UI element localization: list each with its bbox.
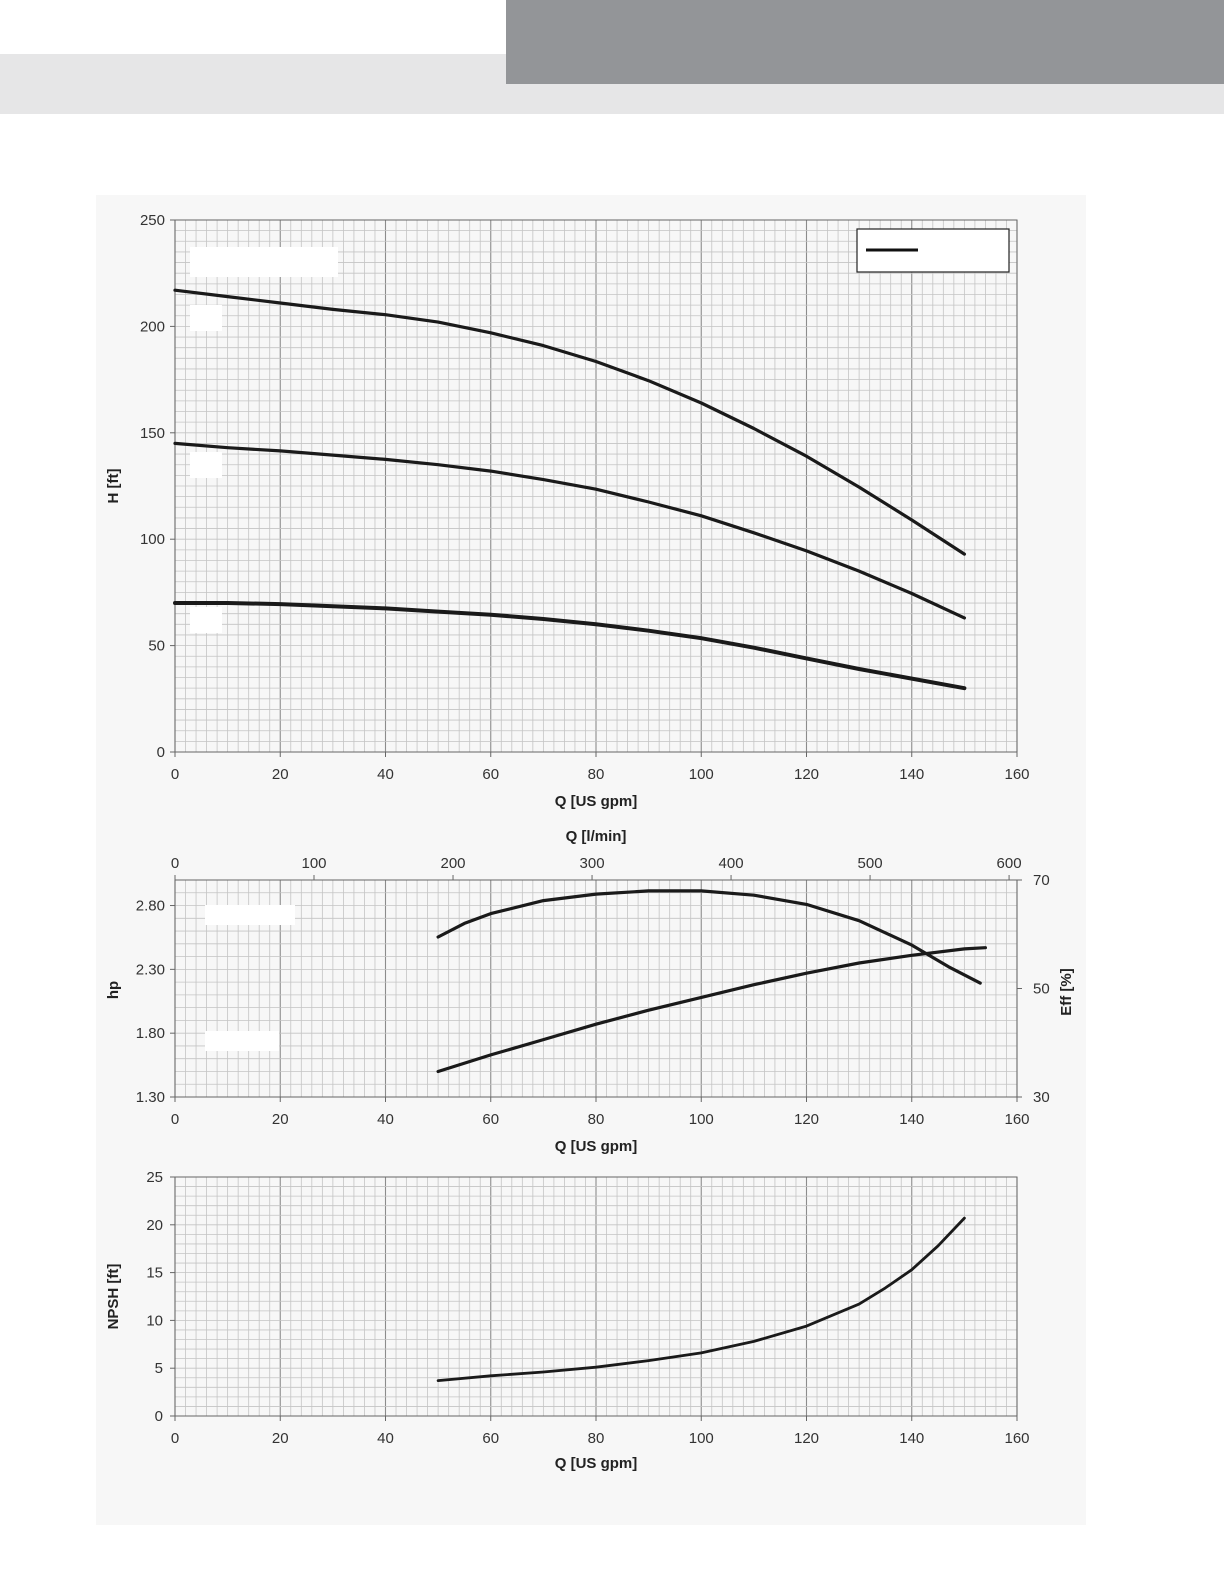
- grid: [174, 879, 1018, 1098]
- x-tick-label: 120: [794, 1430, 819, 1447]
- x-tick-label: 40: [377, 766, 394, 783]
- x-tick-label: 20: [272, 766, 289, 783]
- y-tick-label: 0: [157, 744, 165, 761]
- x-tick-label: 60: [482, 1111, 499, 1128]
- x-tick-label: 160: [1004, 1111, 1029, 1128]
- label-patch: [205, 1031, 279, 1051]
- grid: [174, 219, 1018, 753]
- x-tick-label: 80: [588, 766, 605, 783]
- x-tick-label: 140: [899, 1430, 924, 1447]
- x-axis-label: Q [US gpm]: [555, 1455, 638, 1472]
- x-tick-label: 100: [689, 1111, 714, 1128]
- label-patch: [190, 247, 338, 277]
- x2-tick-label: 100: [301, 855, 326, 872]
- y-tick-label: 200: [140, 318, 165, 335]
- header-band-light-right: [506, 84, 1224, 114]
- x2-tick-label: 400: [719, 855, 744, 872]
- x2-tick-label: 600: [997, 855, 1022, 872]
- x-tick-label: 100: [689, 1430, 714, 1447]
- x2-tick-label: 200: [441, 855, 466, 872]
- y-tick-label: 1.30: [136, 1089, 165, 1106]
- x-tick-label: 120: [794, 1111, 819, 1128]
- y-tick-label: 2.30: [136, 961, 165, 978]
- x-tick-label: 0: [171, 1430, 179, 1447]
- x2-axis-label: Q [l/min]: [566, 828, 627, 845]
- y-tick-label: 2.80: [136, 898, 165, 915]
- y-axis-label: NPSH [ft]: [105, 1264, 122, 1330]
- x-tick-label: 0: [171, 1111, 179, 1128]
- x-tick-label: 60: [482, 766, 499, 783]
- y2-tick-label: 70: [1033, 872, 1050, 889]
- y-tick-label: 1.80: [136, 1025, 165, 1042]
- x-tick-label: 60: [482, 1430, 499, 1447]
- y2-axis-label: Eff [%]: [1058, 968, 1075, 1016]
- header-band-dark: [506, 0, 1224, 84]
- x-tick-label: 140: [899, 766, 924, 783]
- x-tick-label: 140: [899, 1111, 924, 1128]
- x-axis-label: Q [US gpm]: [555, 793, 638, 810]
- chart-panel: [96, 195, 1086, 1525]
- head-curve-2: [173, 441, 966, 620]
- x-tick-label: 80: [588, 1111, 605, 1128]
- x-axis-label: Q [US gpm]: [555, 1138, 638, 1155]
- x-tick-label: 160: [1004, 766, 1029, 783]
- label-patch: [190, 607, 222, 633]
- x-tick-label: 0: [171, 766, 179, 783]
- x-tick-label: 20: [272, 1430, 289, 1447]
- x-tick-label: 40: [377, 1430, 394, 1447]
- y-tick-label: 50: [148, 638, 165, 655]
- label-patch: [190, 452, 222, 478]
- y-tick-label: 250: [140, 212, 165, 229]
- head-curve-1: [173, 288, 966, 556]
- x-tick-label: 20: [272, 1111, 289, 1128]
- y-axis-label: hp: [105, 981, 122, 999]
- y-axis-label: H [ft]: [105, 469, 122, 504]
- power-curve: [436, 946, 987, 1074]
- y-tick-label: 10: [146, 1312, 163, 1329]
- y-tick-label: 5: [155, 1360, 163, 1377]
- y-tick-label: 20: [146, 1217, 163, 1234]
- x2-tick-label: 500: [858, 855, 883, 872]
- x-tick-label: 120: [794, 766, 819, 783]
- label-patch: [205, 905, 295, 925]
- y2-tick-label: 30: [1033, 1089, 1050, 1106]
- y-tick-label: 25: [146, 1169, 163, 1186]
- label-patch: [190, 305, 222, 331]
- x-tick-label: 160: [1004, 1430, 1029, 1447]
- legend: [856, 228, 1010, 273]
- npsh-curve: [436, 1216, 966, 1382]
- head-curve-3: [173, 601, 967, 691]
- y-tick-label: 100: [140, 531, 165, 548]
- x-tick-label: 100: [689, 766, 714, 783]
- efficiency-curve: [436, 889, 982, 985]
- grid: [174, 1176, 1018, 1417]
- y-tick-label: 150: [140, 425, 165, 442]
- x2-tick-label: 300: [580, 855, 605, 872]
- header-band-light: [0, 54, 506, 114]
- y2-tick-label: 50: [1033, 981, 1050, 998]
- y-tick-label: 15: [146, 1265, 163, 1282]
- x-tick-label: 80: [588, 1430, 605, 1447]
- x-tick-label: 40: [377, 1111, 394, 1128]
- y-tick-label: 0: [155, 1408, 163, 1425]
- x2-tick-label: 0: [171, 855, 179, 872]
